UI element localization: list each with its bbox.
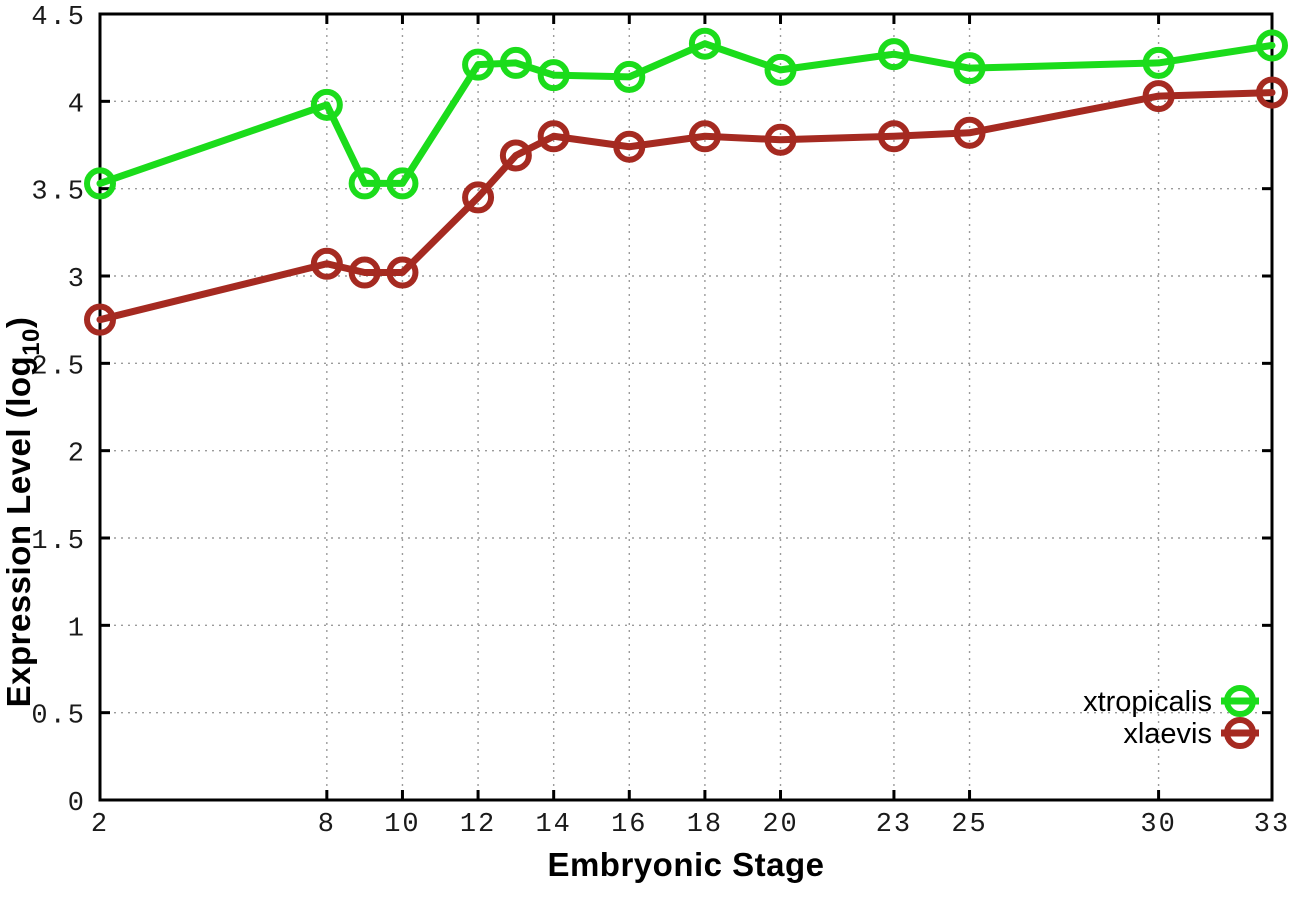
x-tick-label: 12 xyxy=(460,810,496,840)
legend-label-xtropicalis: xtropicalis xyxy=(1083,686,1212,718)
data-point-xlaevis xyxy=(613,130,646,163)
data-point-xtropicalis xyxy=(537,59,570,92)
x-tick-label: 10 xyxy=(384,810,420,840)
x-tick-label: 16 xyxy=(611,810,647,840)
y-tick-label: 0 xyxy=(68,789,86,819)
y-axis-title-main: Expression Level (log xyxy=(0,356,37,708)
data-point-xlaevis xyxy=(877,120,910,153)
y-tick-label: 2 xyxy=(68,440,86,470)
y-axis-title: Expression Level (log10) xyxy=(0,317,45,708)
y-tick-label: 3 xyxy=(68,265,86,295)
x-tick-label: 20 xyxy=(762,810,798,840)
legend-label-xlaevis: xlaevis xyxy=(1123,718,1212,750)
x-tick-label: 18 xyxy=(687,810,723,840)
x-tick-label: 8 xyxy=(318,810,336,840)
y-tick-label: 4.5 xyxy=(31,3,86,33)
legend-entry-xtropicalis: xtropicalis xyxy=(1083,685,1259,718)
data-point-xlaevis xyxy=(310,247,343,280)
series-line-xlaevis xyxy=(96,89,1276,324)
x-tick-label: 2 xyxy=(91,810,109,840)
legend-entry-xlaevis: xlaevis xyxy=(1123,717,1259,750)
data-point-xlaevis xyxy=(1256,76,1288,109)
y-tick-label: 3.5 xyxy=(31,178,86,208)
y-tick-label: 4 xyxy=(68,90,86,120)
data-point-xtropicalis xyxy=(764,53,797,86)
y-tick-label: 0.5 xyxy=(31,702,86,732)
x-axis-title: Embryonic Stage xyxy=(547,846,824,883)
y-tick-label: 2.5 xyxy=(31,352,86,382)
data-point-xlaevis xyxy=(953,116,986,149)
legend: xtropicalis xlaevis xyxy=(1083,685,1259,750)
data-point-xtropicalis xyxy=(877,38,910,71)
x-tick-label: 30 xyxy=(1140,810,1176,840)
data-point-xtropicalis xyxy=(462,48,495,81)
y-axis-title-end: ) xyxy=(0,317,37,329)
y-axis-title-subscript: 10 xyxy=(18,328,45,356)
data-point-xlaevis xyxy=(764,123,797,156)
data-point-xtropicalis xyxy=(1256,29,1288,62)
data-point-xtropicalis xyxy=(348,167,381,200)
data-point-xtropicalis xyxy=(613,60,646,93)
data-point-xtropicalis xyxy=(310,88,343,121)
x-tick-label: 25 xyxy=(951,810,987,840)
y-tick-label: 1.5 xyxy=(31,527,86,557)
data-point-xtropicalis xyxy=(953,52,986,85)
data-point-xlaevis xyxy=(537,120,570,153)
data-point-xtropicalis xyxy=(84,167,116,200)
data-point-xlaevis xyxy=(499,139,532,172)
x-tick-label: 33 xyxy=(1254,810,1290,840)
legend-point-sample-xlaevis xyxy=(1224,717,1256,749)
legend-point-sample-xtropicalis xyxy=(1224,685,1256,717)
chart-layers: 2 8 10 12 14 16 18 20 23 25 30 33 0 0.5 1 1.5 2 2.5 3 3.5 4 4… xyxy=(31,3,1290,840)
y-tick-label: 1 xyxy=(68,614,86,644)
data-point-xtropicalis xyxy=(386,167,419,200)
data-point-xtropicalis xyxy=(1142,46,1175,79)
data-point-xtropicalis xyxy=(499,46,532,79)
series-line-xtropicalis xyxy=(96,40,1276,187)
data-point-xlaevis xyxy=(386,256,419,289)
x-tick-label: 23 xyxy=(876,810,912,840)
data-point-xlaevis xyxy=(688,120,721,153)
plot-border xyxy=(98,12,1274,802)
x-tick-label: 14 xyxy=(535,810,571,840)
data-point-xtropicalis xyxy=(688,27,721,60)
data-point-xlaevis xyxy=(84,303,116,336)
data-point-xlaevis xyxy=(348,256,381,289)
data-point-xlaevis xyxy=(462,181,495,214)
data-point-xlaevis xyxy=(1142,80,1175,113)
